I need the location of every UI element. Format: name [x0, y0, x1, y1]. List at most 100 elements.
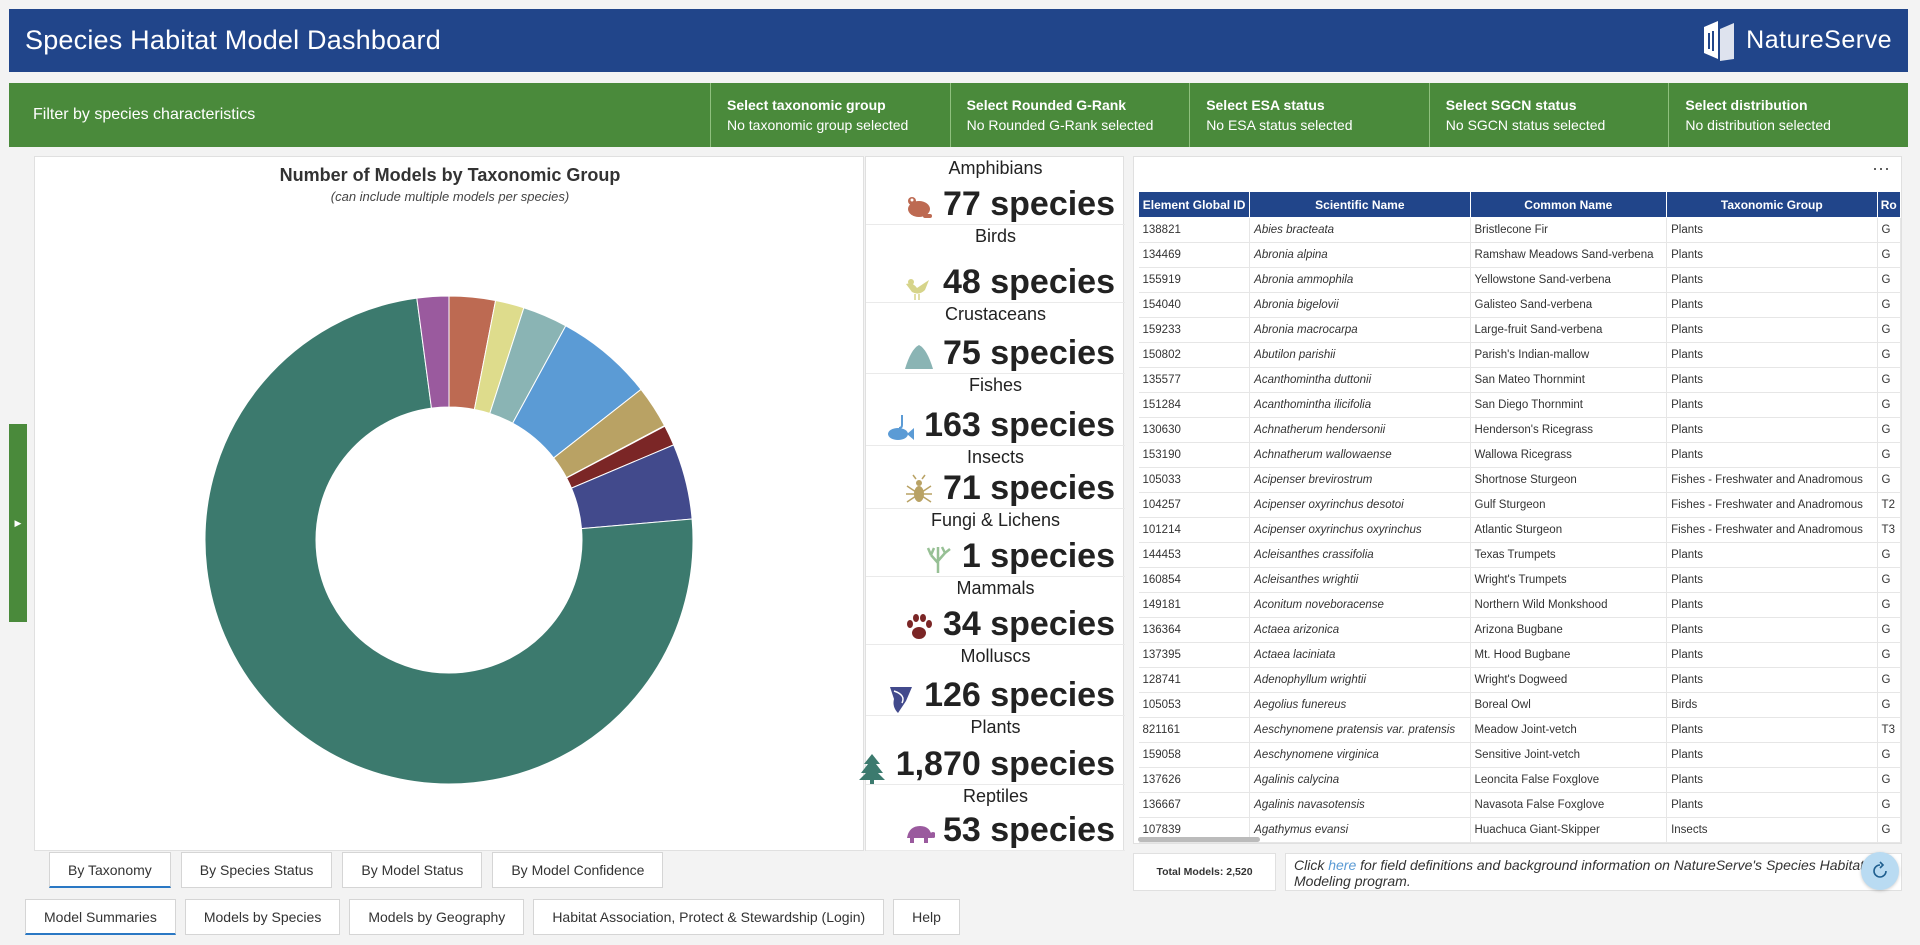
tree-icon: [856, 752, 888, 784]
table-row[interactable]: 138821 Abies bracteata Bristlecone Fir Plan…: [1138, 217, 1901, 243]
refresh-button[interactable]: [1861, 852, 1899, 890]
table-cell: 151284: [1138, 392, 1251, 418]
sgcn-status-filter[interactable]: Select SGCN status No SGCN status select…: [1430, 83, 1670, 147]
column-header[interactable]: Element Global ID: [1137, 191, 1251, 218]
table-row[interactable]: 105053 Aegolius funereus Boreal Owl Birds G: [1138, 692, 1901, 718]
table-row[interactable]: 153190 Achnatherum wallowaense Wallowa Ric…: [1138, 442, 1901, 468]
species-counts-panel: Amphibians 77 species Birds 48 species Crust…: [858, 156, 1125, 851]
horizontal-scrollbar[interactable]: [1138, 837, 1260, 842]
info-after: for field definitions and background inf…: [1294, 857, 1865, 889]
table-row[interactable]: 160854 Acleisanthes wrightii Wright's Trum…: [1138, 567, 1901, 593]
table-cell: 135577: [1138, 367, 1251, 393]
column-header[interactable]: Common Name: [1469, 191, 1668, 218]
g-rank-filter[interactable]: Select Rounded G-Rank No Rounded G-Rank …: [951, 83, 1191, 147]
table-row[interactable]: 155919 Abronia ammophila Yellowstone Sand-…: [1138, 267, 1901, 293]
more-options-icon[interactable]: ⋯: [1872, 159, 1891, 179]
tab-models-by-geography[interactable]: Models by Geography: [349, 899, 525, 935]
table-cell: Wright's Trumpets: [1470, 567, 1668, 593]
table-row[interactable]: 137626 Agalinis calycina Leoncita False Fo…: [1138, 767, 1901, 793]
table-row[interactable]: 149181 Aconitum noveboracense Northern Wil…: [1138, 592, 1901, 618]
tab-by-species-status[interactable]: By Species Status: [180, 852, 333, 888]
table-cell: G: [1877, 417, 1901, 443]
table-row[interactable]: 136364 Actaea arizonica Arizona Bugbane Pla…: [1138, 617, 1901, 643]
tab-by-model-confidence[interactable]: By Model Confidence: [492, 852, 664, 888]
donut-slice-plants[interactable]: [204, 297, 694, 785]
column-header[interactable]: Scientific Name: [1249, 191, 1471, 218]
donut-slice-reptiles[interactable]: [416, 295, 450, 409]
species-count-insects[interactable]: Insects 71 species: [866, 446, 1125, 509]
esa-status-filter[interactable]: Select ESA status No ESA status selected: [1190, 83, 1430, 147]
table-cell: Plants: [1666, 442, 1878, 468]
tab-by-taxonomy[interactable]: By Taxonomy: [49, 852, 171, 888]
table-row[interactable]: 159233 Abronia macrocarpa Large-fruit Sand…: [1138, 317, 1901, 343]
table-row[interactable]: 136667 Agalinis navasotensis Navasota Fals…: [1138, 792, 1901, 818]
tab-models-by-species[interactable]: Models by Species: [184, 899, 341, 935]
table-row[interactable]: 150802 Abutilon parishii Parish's Indian-m…: [1138, 342, 1901, 368]
fish-icon: [884, 413, 916, 445]
taxonomic-group-filter[interactable]: Select taxonomic group No taxonomic grou…: [711, 83, 951, 147]
table-cell: Huachuca Giant-Skipper: [1470, 817, 1668, 843]
donut-chart: [204, 295, 694, 785]
species-group-name: Plants: [970, 717, 1021, 737]
table-cell: 136667: [1138, 792, 1251, 818]
table-cell: Actaea laciniata: [1249, 642, 1471, 668]
table-cell: Adenophyllum wrightii: [1249, 667, 1471, 693]
table-cell: G: [1877, 292, 1901, 318]
table-row[interactable]: 154040 Abronia bigelovii Galisteo Sand-ver…: [1138, 292, 1901, 318]
table-cell: G: [1877, 692, 1901, 718]
species-count-plants[interactable]: Plants 1,870 species: [858, 716, 1125, 785]
species-count-crustaceans[interactable]: Crustaceans 75 species: [866, 303, 1125, 374]
distribution-filter[interactable]: Select distribution No distribution sele…: [1669, 83, 1908, 147]
table-row[interactable]: 144453 Acleisanthes crassifolia Texas Trum…: [1138, 542, 1901, 568]
table-cell: Plants: [1666, 342, 1878, 368]
table-cell: G: [1877, 592, 1901, 618]
table-row[interactable]: 101214 Acipenser oxyrinchus oxyrinchus Atl…: [1138, 517, 1901, 543]
info-link[interactable]: here: [1328, 857, 1357, 873]
table-row[interactable]: 821161 Aeschynomene pratensis var. praten…: [1138, 717, 1901, 743]
filter-value: No taxonomic group selected: [727, 117, 909, 133]
table-cell: Northern Wild Monkshood: [1470, 592, 1668, 618]
table-row[interactable]: 128741 Adenophyllum wrightii Wright's Dogw…: [1138, 667, 1901, 693]
species-count-mammals[interactable]: Mammals 34 species: [866, 577, 1125, 645]
tab-model-summaries[interactable]: Model Summaries: [25, 899, 176, 935]
table-row[interactable]: 135577 Acanthomintha duttonii San Mateo Th…: [1138, 367, 1901, 393]
table-cell: Plants: [1666, 242, 1878, 268]
species-count-reptiles[interactable]: Reptiles 53 species: [866, 785, 1125, 851]
table-cell: Actaea arizonica: [1249, 617, 1471, 643]
species-count-molluscs[interactable]: Molluscs 126 species: [866, 645, 1125, 716]
page-title: Species Habitat Model Dashboard: [25, 25, 441, 55]
column-header[interactable]: Taxonomic Group: [1666, 191, 1878, 218]
side-panel-toggle[interactable]: ▶: [9, 424, 27, 622]
brand-logo[interactable]: NatureServe: [1700, 19, 1892, 63]
table-cell: G: [1877, 617, 1901, 643]
species-count-amphibians[interactable]: Amphibians 77 species: [866, 157, 1125, 225]
table-cell: 144453: [1138, 542, 1251, 568]
table-cell: Plants: [1666, 792, 1878, 818]
species-count-birds[interactable]: Birds 48 species: [866, 225, 1125, 303]
table-row[interactable]: 104257 Acipenser oxyrinchus desotoi Gulf S…: [1138, 492, 1901, 518]
frog-icon: [903, 190, 935, 222]
table-row[interactable]: 151284 Acanthomintha ilicifolia San Diego …: [1138, 392, 1901, 418]
table-row[interactable]: 105033 Acipenser brevirostrum Shortnose St…: [1138, 467, 1901, 493]
tab-habitat-association-protect-stewardship-login[interactable]: Habitat Association, Protect & Stewardsh…: [533, 899, 885, 935]
table-row[interactable]: 134469 Abronia alpina Ramshaw Meadows Sand…: [1138, 242, 1901, 268]
species-count-value: 75 species: [903, 334, 1115, 373]
table-row[interactable]: 130630 Achnatherum hendersonii Henderson's…: [1138, 417, 1901, 443]
table-row[interactable]: 137395 Actaea laciniata Mt. Hood Bugbane Pl…: [1138, 642, 1901, 668]
species-count-text: 77 species: [942, 185, 1115, 223]
species-count-text: 75 species: [942, 334, 1115, 372]
table-cell: G: [1877, 217, 1901, 243]
table-cell: Abronia ammophila: [1249, 267, 1471, 293]
table-cell: San Mateo Thornmint: [1470, 367, 1668, 393]
tab-help[interactable]: Help: [893, 899, 960, 935]
tab-by-model-status[interactable]: By Model Status: [342, 852, 483, 888]
table-cell: Acipenser oxyrinchus desotoi: [1249, 492, 1471, 518]
table-row[interactable]: 159058 Aeschynomene virginica Sensitive Jo…: [1138, 742, 1901, 768]
species-count-fishes[interactable]: Fishes 163 species: [866, 374, 1125, 446]
column-header[interactable]: Ro: [1876, 191, 1901, 218]
species-count-fungi-lichens[interactable]: Fungi & Lichens 1 species: [866, 509, 1125, 577]
species-count-value: 34 species: [903, 605, 1115, 644]
table-cell: Fishes - Freshwater and Anadromous: [1666, 492, 1878, 518]
table-cell: Aegolius funereus: [1249, 692, 1471, 718]
